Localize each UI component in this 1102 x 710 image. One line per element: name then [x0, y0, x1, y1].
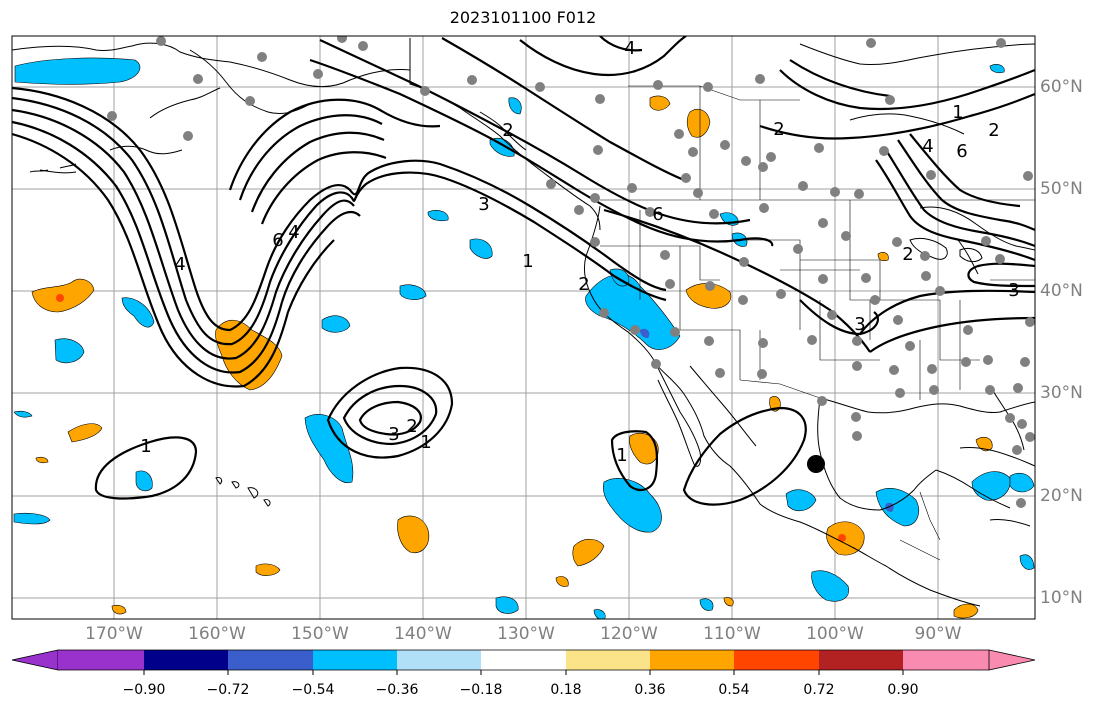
contour-label: 2	[902, 244, 913, 265]
colorbar-tick-label: −0.72	[206, 682, 250, 698]
contour-label: 1	[522, 251, 533, 272]
contour-label: 1	[420, 432, 431, 453]
political-borders	[600, 85, 1035, 561]
contour-label: 2	[578, 274, 589, 295]
longitude-label: 130°W	[497, 624, 555, 644]
map-frame	[11, 35, 1036, 620]
colorbar-tick-label: 0.36	[634, 682, 666, 698]
contour-label: 4	[174, 254, 185, 275]
longitude-label: 100°W	[806, 624, 864, 644]
latitude-label: 60°N	[1040, 77, 1083, 97]
contour-label: 4	[288, 222, 299, 243]
negative-anomaly-core	[640, 328, 894, 512]
latitude-label: 20°N	[1040, 486, 1083, 506]
longitude-label: 110°W	[703, 624, 761, 644]
contour-label: 2	[988, 120, 999, 141]
colorbar-tick-label: −0.36	[375, 682, 419, 698]
colorbar-bin	[313, 650, 397, 670]
contour-label: 2	[773, 119, 784, 140]
contour-label: 3	[388, 424, 399, 445]
longitude-label: 90°W	[914, 624, 962, 644]
contour-label: 1	[952, 102, 963, 123]
longitude-label: 170°W	[85, 624, 143, 644]
longitude-label: 120°W	[600, 624, 658, 644]
colorbar-tick-label: 0.72	[803, 682, 835, 698]
contour-label: 2	[406, 416, 417, 437]
longitude-label: 140°W	[394, 624, 452, 644]
colorbar-bin	[819, 650, 903, 670]
contour-label: 4	[922, 136, 933, 157]
colorbar-bin	[228, 650, 313, 670]
colorbar-extend-low	[11, 649, 59, 671]
contour-lines	[12, 36, 1035, 506]
longitude-label: 160°W	[188, 624, 246, 644]
colorbar-bin	[397, 650, 481, 670]
colorbar-tick-label: 0.18	[550, 682, 582, 698]
positive-anomaly-core	[56, 294, 846, 542]
colorbar-bin	[144, 650, 228, 670]
colorbar-tick-label: 0.54	[718, 682, 750, 698]
contour-label: 3	[478, 194, 489, 215]
colorbar-bin	[481, 650, 566, 670]
contour-label: 3	[854, 314, 865, 335]
colorbar-tick-label: −0.54	[291, 682, 335, 698]
colorbar-bin	[58, 650, 144, 670]
contour-label: 6	[956, 141, 967, 162]
contour-label: 2	[502, 120, 513, 141]
colorbar-tick-label: 0.90	[887, 682, 919, 698]
contour-label: 1	[616, 445, 627, 466]
colorbar-bin	[734, 650, 819, 670]
coastlines	[12, 38, 1035, 607]
negative-anomaly-shading	[13, 57, 1035, 619]
contour-label: 4	[624, 38, 635, 59]
contour-label: 6	[652, 204, 663, 225]
station-markers	[107, 36, 1035, 508]
colorbar-bin	[903, 650, 989, 670]
latitude-label: 10°N	[1040, 588, 1083, 608]
longitude-label: 150°W	[291, 624, 349, 644]
contour-label: 3	[1008, 280, 1019, 301]
target-location-marker	[807, 455, 825, 473]
colorbar-tick-label: −0.90	[122, 682, 166, 698]
colorbar-bin	[650, 650, 734, 670]
colorbar-extend-high	[988, 649, 1036, 671]
contour-label: 6	[272, 230, 283, 251]
map-title: 2023101100 F012	[449, 8, 597, 27]
contour-label: 1	[140, 436, 151, 457]
latitude-label: 30°N	[1040, 383, 1083, 403]
latitude-label: 40°N	[1040, 281, 1083, 301]
colorbar-tick-label: −0.18	[459, 682, 503, 698]
map-background	[12, 36, 1035, 619]
colorbar-bin	[566, 650, 650, 670]
colorbar	[11, 649, 1036, 675]
latitude-label: 50°N	[1040, 179, 1083, 199]
